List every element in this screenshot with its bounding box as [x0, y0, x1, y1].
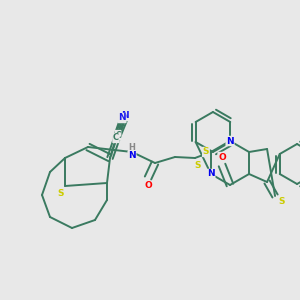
Text: S: S [58, 188, 64, 197]
Text: O: O [218, 152, 226, 161]
Text: N: N [128, 152, 136, 160]
Text: C: C [113, 134, 119, 142]
Text: N: N [207, 169, 215, 178]
Text: N: N [118, 113, 126, 122]
Text: N: N [121, 112, 129, 121]
Text: C: C [115, 130, 121, 140]
Text: O: O [144, 182, 152, 190]
Text: S: S [279, 197, 285, 206]
Text: N: N [226, 136, 234, 146]
Text: S: S [195, 160, 201, 169]
Text: S: S [203, 148, 209, 157]
Text: H: H [129, 143, 135, 152]
